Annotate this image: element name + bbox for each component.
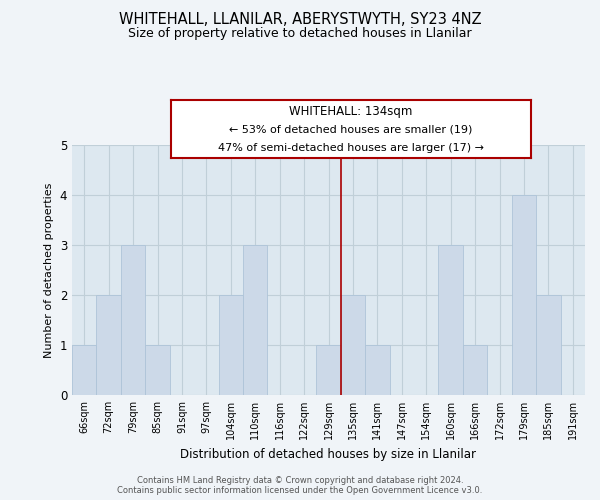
Text: WHITEHALL: 134sqm: WHITEHALL: 134sqm xyxy=(289,105,413,118)
Text: 47% of semi-detached houses are larger (17) →: 47% of semi-detached houses are larger (… xyxy=(218,144,484,154)
Bar xyxy=(512,195,536,395)
Bar xyxy=(121,245,145,395)
Bar xyxy=(463,345,487,395)
Bar xyxy=(341,295,365,395)
Bar xyxy=(536,295,560,395)
Bar xyxy=(145,345,170,395)
Bar xyxy=(72,345,97,395)
Text: Contains public sector information licensed under the Open Government Licence v3: Contains public sector information licen… xyxy=(118,486,482,495)
Text: WHITEHALL, LLANILAR, ABERYSTWYTH, SY23 4NZ: WHITEHALL, LLANILAR, ABERYSTWYTH, SY23 4… xyxy=(119,12,481,28)
Bar xyxy=(439,245,463,395)
Text: ← 53% of detached houses are smaller (19): ← 53% of detached houses are smaller (19… xyxy=(229,125,473,135)
X-axis label: Distribution of detached houses by size in Llanilar: Distribution of detached houses by size … xyxy=(181,448,476,460)
Text: Size of property relative to detached houses in Llanilar: Size of property relative to detached ho… xyxy=(128,28,472,40)
Bar xyxy=(97,295,121,395)
Bar xyxy=(243,245,268,395)
Text: Contains HM Land Registry data © Crown copyright and database right 2024.: Contains HM Land Registry data © Crown c… xyxy=(137,476,463,485)
Bar xyxy=(218,295,243,395)
Bar xyxy=(316,345,341,395)
Bar xyxy=(365,345,389,395)
Y-axis label: Number of detached properties: Number of detached properties xyxy=(44,182,54,358)
